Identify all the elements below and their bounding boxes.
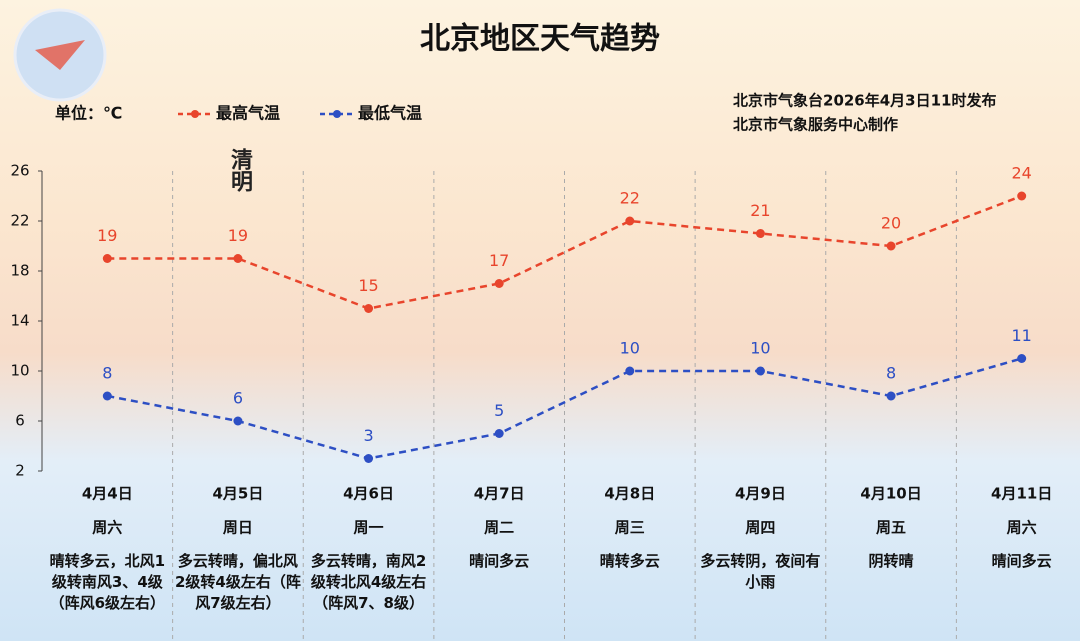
value-label: 20 (881, 214, 901, 233)
value-label: 15 (358, 276, 378, 295)
point (1017, 354, 1027, 363)
series-line (107, 357, 1023, 460)
point (233, 416, 243, 426)
point (494, 429, 504, 438)
y-tick-label: 14 (10, 312, 29, 330)
weather-text: 多云转阴，夜间有小雨 (700, 552, 821, 591)
y-tick-label: 18 (10, 262, 29, 280)
x-tick-label: 4月5日 (213, 485, 264, 503)
value-label: 5 (494, 401, 504, 420)
x-tick-label: 4月11日 (991, 485, 1052, 503)
y-tick-label: 2 (15, 462, 25, 480)
point (755, 229, 765, 238)
x-tick-label: 4月4日 (82, 485, 133, 503)
value-label: 10 (620, 339, 640, 358)
point (364, 454, 374, 463)
x-tick-label: 4月9日 (735, 485, 786, 503)
weather-text: 多云转晴，南风2级转北风4级左右（阵风7、8级） (310, 552, 427, 612)
annotation: 清明 (226, 148, 253, 192)
y-tick-label: 10 (10, 362, 29, 380)
value-label: 19 (228, 226, 248, 245)
weekday-label: 周四 (745, 519, 775, 537)
weekday-label: 周日 (223, 519, 253, 537)
weather-text: 晴转多云，北风1级转南风3、4级（阵风6级左右） (49, 552, 166, 612)
value-label: 22 (620, 189, 640, 208)
weekday-label: 周五 (876, 519, 906, 537)
weather-text: 晴间多云 (991, 552, 1052, 570)
point (886, 391, 896, 401)
weekday-label: 周六 (92, 519, 122, 537)
x-tick-label: 4月6日 (343, 485, 394, 503)
weekday-label: 周一 (354, 519, 384, 537)
x-tick-label: 4月10日 (860, 485, 921, 503)
point (1017, 191, 1027, 201)
y-tick-label: 26 (10, 162, 29, 180)
y-tick-label: 22 (10, 212, 29, 230)
value-label: 19 (97, 226, 117, 245)
point (102, 391, 112, 401)
source-line: 北京市气象台2026年4月3日11时发布 (733, 92, 997, 110)
point (364, 304, 374, 313)
value-label: 6 (233, 389, 243, 408)
value-label: 24 (1012, 164, 1032, 183)
weather-text: 多云转晴，偏北风2级转4级左右（阵风7级左右） (175, 552, 301, 612)
legend-marker (333, 110, 341, 118)
value-label: 8 (102, 364, 112, 383)
legend-marker (191, 110, 199, 118)
value-label: 11 (1012, 326, 1032, 345)
logo-mark (35, 40, 85, 70)
legend-label: 最高气温 (216, 104, 280, 123)
value-label: 10 (750, 339, 770, 358)
source-line: 北京市气象服务中心制作 (733, 116, 898, 134)
value-label: 3 (363, 426, 373, 445)
legend-label: 最低气温 (358, 104, 422, 123)
chart-title: 北京地区天气趋势 (420, 22, 660, 57)
point (755, 366, 765, 376)
point (625, 216, 635, 226)
weekday-label: 周二 (484, 519, 514, 537)
weather-text: 晴转多云 (599, 552, 660, 570)
y-tick-label: 6 (15, 412, 25, 430)
weekday-label: 周六 (1007, 519, 1037, 537)
point (102, 254, 112, 263)
weekday-label: 周三 (615, 519, 645, 537)
point (886, 241, 896, 251)
value-label: 17 (489, 251, 509, 270)
weather-text: 晴间多云 (469, 552, 530, 570)
value-label: 21 (750, 201, 770, 220)
point (625, 366, 635, 376)
unit-label: 单位：℃ (55, 104, 122, 123)
weather-text: 阴转晴 (868, 552, 914, 570)
x-tick-label: 4月8日 (604, 485, 655, 503)
value-label: 8 (886, 364, 896, 383)
point (233, 254, 243, 263)
point (494, 279, 504, 288)
x-tick-label: 4月7日 (474, 485, 525, 503)
